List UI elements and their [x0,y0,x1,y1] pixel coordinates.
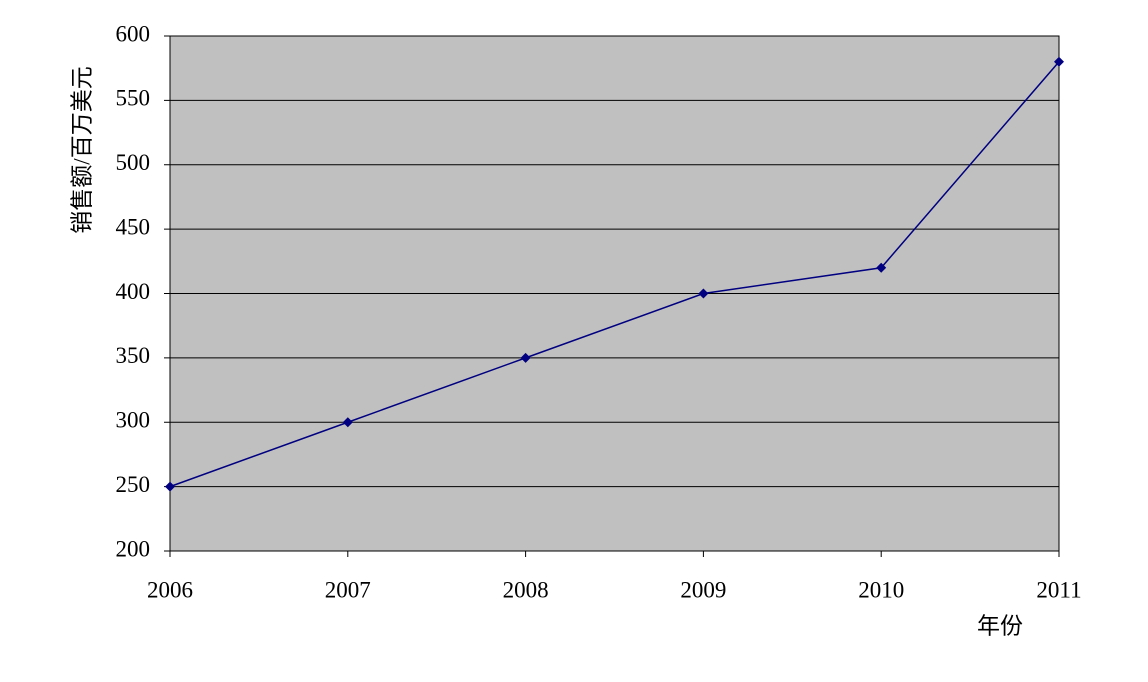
line [169,61,1060,488]
x-axis-label: 年份 [977,613,1023,638]
y-tick-label: 600 [116,21,151,46]
y-tick-label: 400 [116,279,151,304]
x-tick-label: 2007 [325,577,371,602]
marker [342,417,353,428]
y-tick-label: 350 [116,343,151,368]
x-tick-label: 2006 [147,577,193,602]
x-tick-label: 2010 [858,577,904,602]
y-tick-label: 450 [116,214,151,239]
y-tick-label: 300 [116,408,151,433]
y-axis-label: 销售额/百万美元 [69,66,94,233]
y-tick-label: 500 [116,150,151,175]
marker [520,352,531,363]
marker [165,481,175,492]
y-tick-label: 550 [116,86,151,111]
marker [876,262,887,273]
y-tick-label: 200 [116,536,151,561]
x-tick-label: 2009 [680,577,726,602]
y-tick-label: 250 [116,472,151,497]
marker [698,288,709,299]
marker [1054,56,1064,67]
x-tick-label: 2011 [1036,577,1081,602]
x-tick-label: 2008 [503,577,549,602]
